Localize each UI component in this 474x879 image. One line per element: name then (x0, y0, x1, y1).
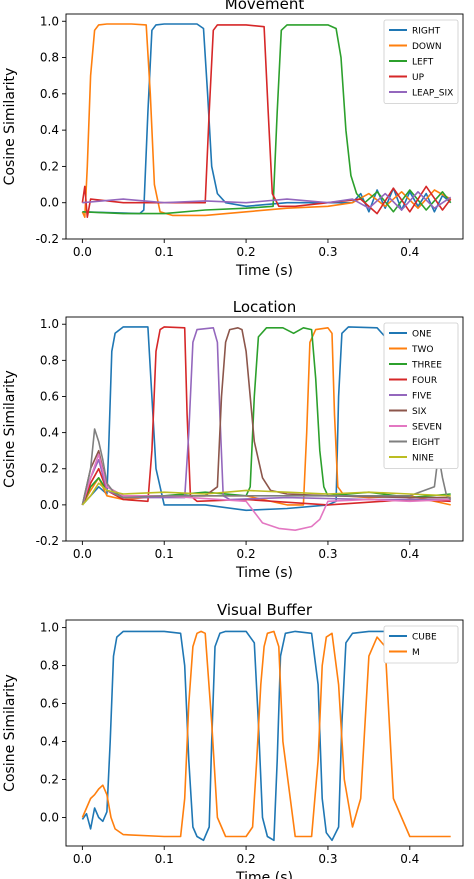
x-tick-label: 0.2 (237, 547, 256, 561)
legend-label: NINE (412, 454, 434, 464)
series-group (81, 23, 452, 218)
x-tick-label: 0.3 (318, 245, 337, 259)
y-tick-label: 0.4 (40, 735, 59, 749)
x-tick-label: 0.0 (73, 245, 92, 259)
legend-label: UP (412, 73, 425, 83)
legend-label: RIGHT (412, 27, 441, 37)
y-tick-label: 0.2 (40, 462, 59, 476)
plot-frame (65, 13, 464, 240)
y-axis-label: Cosine Similarity (2, 68, 18, 186)
chart-title: Movement (225, 0, 305, 13)
legend: RIGHT DOWN LEFT UP LEAP_SIX (383, 19, 459, 104)
y-tick-label: 0.6 (40, 389, 59, 403)
x-tick-label: 0.4 (400, 852, 419, 866)
y-tick-label: -0.2 (36, 232, 59, 246)
x-tick-label: 0.1 (155, 245, 174, 259)
x-tick-label: 0.1 (155, 547, 174, 561)
legend-label: FIVE (412, 392, 432, 402)
y-tick-label: 0.8 (40, 659, 59, 673)
legend-label: ONE (412, 330, 432, 340)
series-line-cube (81, 630, 451, 842)
y-tick-label: 0.2 (40, 159, 59, 173)
legend-label: EIGHT (412, 438, 440, 448)
x-tick-label: 0.4 (400, 245, 419, 259)
y-tick-label: -0.2 (36, 534, 59, 548)
series-group (81, 630, 451, 842)
y-tick-label: 0.4 (40, 123, 59, 137)
series-group (81, 326, 452, 532)
x-tick-label: 0.3 (318, 852, 337, 866)
x-tick-label: 0.2 (237, 245, 256, 259)
legend-label: DOWN (412, 42, 442, 52)
legend-label: M (412, 648, 420, 658)
y-axis-label: Cosine Similarity (2, 674, 18, 792)
x-tick-label: 0.4 (400, 547, 419, 561)
plot-frame (65, 316, 464, 542)
series-line-leap_six (82, 191, 452, 211)
series-line-nine (81, 482, 451, 506)
chart-title: Location (233, 298, 296, 316)
y-tick-label: 0.0 (40, 196, 59, 210)
legend: CUBE M (383, 625, 459, 664)
legend-label: THREE (411, 361, 442, 371)
series-line-right (82, 23, 452, 215)
legend-label: CUBE (412, 633, 437, 643)
legend-label: LEFT (412, 58, 434, 68)
y-tick-label: 0.0 (40, 498, 59, 512)
x-axis-label: Time (s) (235, 870, 293, 879)
legend: ONE TWO THREE FOUR FIVE SIX SEVEN EIGHT NINE (383, 322, 459, 469)
y-tick-label: 0.0 (40, 811, 59, 825)
series-line-five (81, 326, 451, 506)
y-tick-label: 0.2 (40, 773, 59, 787)
legend-box (383, 322, 459, 469)
plot-frame (65, 619, 464, 847)
y-tick-label: 1.0 (40, 14, 59, 28)
series-line-three (81, 326, 451, 506)
y-tick-label: 0.4 (40, 426, 59, 440)
chart-panel-1: Location 0.0 0.1 0.2 0.3 0.4 -0.2 0.0 0.2 0.4 0.6 0… (2, 298, 464, 581)
y-tick-label: 1.0 (40, 621, 59, 635)
series-line-m (81, 630, 451, 838)
x-tick-label: 0.0 (73, 547, 92, 561)
y-axis-label: Cosine Similarity (2, 370, 18, 488)
x-tick-label: 0.1 (155, 852, 174, 866)
chart-panel-0: Movement 0.0 0.1 0.2 0.3 0.4 -0.2 0.0 0.2 0.4 0.6 0… (2, 0, 464, 279)
legend-label: TWO (411, 345, 433, 355)
y-tick-label: 0.8 (40, 51, 59, 65)
legend-label: SEVEN (412, 423, 442, 433)
y-tick-label: 1.0 (40, 317, 59, 331)
legend-label: FOUR (412, 376, 437, 386)
chart-title: Visual Buffer (217, 601, 313, 619)
x-tick-label: 0.3 (318, 547, 337, 561)
x-tick-label: 0.0 (73, 852, 92, 866)
x-axis-label: Time (s) (235, 263, 293, 279)
y-tick-label: 0.8 (40, 353, 59, 367)
series-line-up (81, 24, 452, 218)
x-axis-label: Time (s) (235, 565, 293, 581)
legend-label: SIX (412, 407, 427, 417)
series-line-seven (81, 453, 451, 532)
legend-label: LEAP_SIX (412, 89, 453, 99)
y-tick-label: 0.6 (40, 87, 59, 101)
x-tick-label: 0.2 (237, 852, 256, 866)
legend-box (383, 19, 459, 104)
chart-panel-2: Visual Buffer 0.0 0.1 0.2 0.3 0.4 0.0 0.2 0.4 0.6… (2, 601, 464, 879)
y-tick-label: 0.6 (40, 697, 59, 711)
